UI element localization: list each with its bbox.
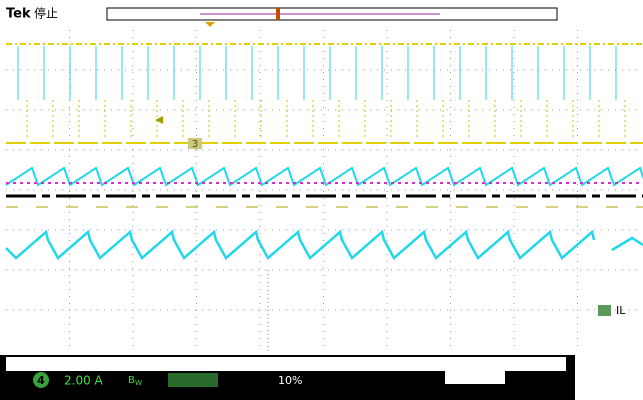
channel-button[interactable]: [33, 372, 49, 388]
ref-badge: [188, 138, 202, 149]
trigger-box[interactable]: [445, 368, 505, 384]
current-trace-end: [611, 236, 643, 252]
horizontal-box[interactable]: [168, 373, 218, 387]
channel-badge: [598, 305, 611, 316]
graticule: [6, 30, 643, 352]
brand: Tek: [6, 7, 31, 22]
corner-panel: [575, 355, 643, 400]
bandwidth-sub: W: [135, 379, 142, 387]
channel-label: IL: [616, 304, 626, 317]
trigger-level: [155, 116, 163, 124]
trigger-position: [205, 22, 215, 27]
ripple-trace: [5, 166, 643, 187]
bandwidth: B: [128, 375, 135, 386]
channel-number: 4: [37, 374, 45, 387]
waveforms: [5, 43, 643, 260]
status-strip: [6, 357, 566, 371]
ref-label: 3: [192, 139, 198, 150]
current-trace: [5, 229, 596, 260]
view-marker: [276, 8, 280, 20]
channel-scale[interactable]: 2.00 A: [64, 374, 104, 388]
run-status[interactable]: 停止: [34, 6, 58, 21]
trigger-percent: 10%: [278, 374, 302, 387]
